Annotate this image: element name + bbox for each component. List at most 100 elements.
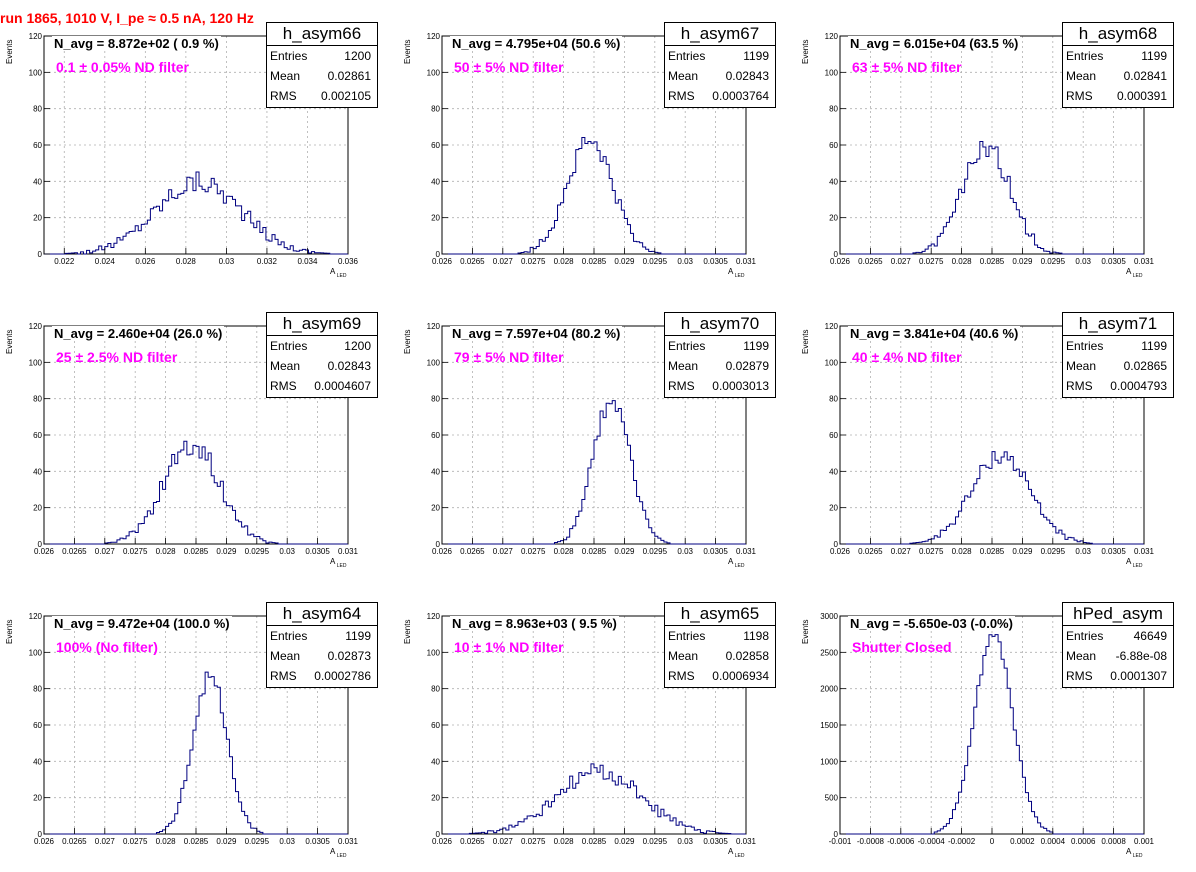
histogram-series (840, 451, 1144, 545)
x-tick-label: 0.022 (54, 257, 75, 266)
y-tick-label: 100 (427, 68, 441, 77)
x-axis-label: A LED (1126, 557, 1143, 569)
x-tick-label: 0.0265 (62, 547, 87, 556)
x-tick-label: 0.0285 (980, 547, 1005, 556)
filter-label: 10 ± 1% ND filter (454, 639, 564, 655)
stat-label-rms: RMS (1066, 669, 1093, 683)
y-tick-label: 100 (427, 358, 441, 367)
stat-row-mean: Mean 0.02865 (1063, 356, 1173, 376)
stat-label-mean: Mean (1066, 359, 1097, 373)
stat-value-rms: 0.0003013 (712, 379, 769, 393)
y-tick-label: 120 (825, 322, 839, 331)
histogram-plot: 0.026 0.0265 0.027 0.0275 0.028 0.0285 0.029 0.… (5, 612, 359, 859)
x-tick-label: 0.031 (1134, 547, 1155, 556)
stat-value-entries: 1200 (344, 339, 371, 353)
y-tick-label: 20 (431, 794, 440, 803)
y-tick-label: 0 (436, 540, 441, 549)
stat-row-mean: Mean 0.02858 (665, 646, 775, 666)
x-tick-label: 0.027 (493, 837, 514, 846)
y-tick-label: 80 (33, 105, 42, 114)
stat-row-entries: Entries 1199 (1063, 336, 1173, 356)
histogram-name: h_asym70 (665, 313, 775, 336)
x-tick-label: 0.03 (279, 837, 295, 846)
histogram-panel-h_asym64: 0.026 0.0265 0.027 0.0275 0.028 0.0285 0.029 0.… (0, 580, 398, 870)
x-tick-label: 0.0265 (460, 837, 485, 846)
x-tick-label: 0.03 (219, 257, 235, 266)
x-axis-label: A LED (330, 267, 347, 279)
stat-label-rms: RMS (270, 669, 297, 683)
stat-row-entries: Entries 1199 (665, 46, 775, 66)
x-axis-label-subscript: LED (1131, 273, 1143, 279)
stat-row-mean: Mean 0.02841 (1063, 66, 1173, 86)
y-tick-label: 0 (436, 830, 441, 839)
y-tick-label: 100 (29, 358, 43, 367)
x-tick-label: 0.001 (1134, 837, 1155, 846)
x-tick-label: 0.03 (1075, 547, 1091, 556)
histogram-name: h_asym66 (267, 23, 377, 46)
x-tick-label: 0.0004 (1041, 837, 1066, 846)
x-tick-label: 0.027 (891, 257, 912, 266)
stat-value-mean: 0.02861 (327, 69, 371, 83)
stat-row-mean: Mean 0.02879 (665, 356, 775, 376)
y-tick-label: 40 (829, 177, 838, 186)
y-tick-label: 1000 (820, 757, 838, 766)
stat-value-mean: 0.02843 (327, 359, 371, 373)
x-tick-label: 0.0006 (1071, 837, 1096, 846)
x-tick-label: 0.031 (338, 837, 359, 846)
x-tick-label: 0.029 (216, 837, 237, 846)
y-tick-label: 40 (33, 467, 42, 476)
histogram-panel-h_asym69: 0.026 0.0265 0.027 0.0275 0.028 0.0285 0.029 0.… (0, 290, 398, 580)
stat-label-rms: RMS (1066, 379, 1093, 393)
y-tick-label: 500 (825, 794, 839, 803)
x-tick-label: 0.028 (554, 547, 575, 556)
y-tick-label: 120 (29, 322, 43, 331)
stat-value-entries: 1199 (1141, 339, 1167, 353)
stat-value-rms: 0.0006934 (712, 669, 769, 683)
x-tick-label: 0.031 (736, 547, 757, 556)
x-tick-label: 0.026 (34, 837, 55, 846)
x-axis-label-main: A (728, 847, 734, 856)
histogram-series (442, 137, 746, 255)
y-tick-label: 2000 (820, 685, 838, 694)
y-tick-label: 80 (829, 395, 838, 404)
y-tick-label: 60 (431, 141, 440, 150)
y-tick-label: 1500 (820, 721, 838, 730)
y-tick-label: 80 (33, 685, 42, 694)
stat-label-rms: RMS (668, 379, 695, 393)
stat-row-rms: RMS 0.0001307 (1063, 666, 1173, 686)
y-tick-label: 60 (33, 141, 42, 150)
y-tick-label: 20 (431, 214, 440, 223)
y-tick-label: 40 (829, 467, 838, 476)
y-tick-label: 40 (431, 757, 440, 766)
stat-row-rms: RMS 0.0003013 (665, 376, 775, 396)
stat-row-entries: Entries 1199 (665, 336, 775, 356)
stat-label-mean: Mean (668, 649, 699, 663)
y-tick-label: 80 (33, 395, 42, 404)
stat-row-entries: Entries 1199 (267, 626, 377, 646)
stat-label-rms: RMS (270, 379, 297, 393)
x-axis-label-subscript: LED (733, 853, 745, 859)
x-tick-label: 0.027 (493, 547, 514, 556)
x-tick-label: 0.026 (830, 547, 851, 556)
x-axis-label-subscript: LED (1131, 853, 1143, 859)
histogram-panel-h_asym68: 0.026 0.0265 0.027 0.0275 0.028 0.0285 0.029 0.… (796, 0, 1194, 290)
stat-label-mean: Mean (1066, 649, 1097, 663)
x-axis-label-main: A (330, 557, 336, 566)
x-tick-label: 0.029 (1012, 257, 1033, 266)
x-tick-label: 0.028 (554, 257, 575, 266)
y-axis-label: Events (5, 330, 14, 354)
y-tick-label: 40 (431, 177, 440, 186)
x-tick-label: 0.026 (135, 257, 156, 266)
x-tick-label: -0.0006 (887, 837, 915, 846)
histogram-name: h_asym71 (1063, 313, 1173, 336)
stat-label-entries: Entries (1066, 629, 1104, 643)
y-tick-label: 80 (829, 105, 838, 114)
y-tick-label: 40 (33, 177, 42, 186)
histogram-plot: -0.001 -0.0008 -0.0006 -0.0004 -0.0002 0 0.000… (801, 612, 1155, 859)
stats-box: h_asym67 Entries 1199 Mean 0.02843 RMS 0.00037… (664, 22, 776, 108)
stat-label-mean: Mean (270, 649, 301, 663)
x-axis-label: A LED (330, 557, 347, 569)
histogram-panel-hPed_asym: -0.001 -0.0008 -0.0006 -0.0004 -0.0002 0 0.000… (796, 580, 1194, 870)
x-tick-label: 0.0275 (919, 547, 944, 556)
stats-box: h_asym65 Entries 1198 Mean 0.02858 RMS 0.00069… (664, 602, 776, 688)
